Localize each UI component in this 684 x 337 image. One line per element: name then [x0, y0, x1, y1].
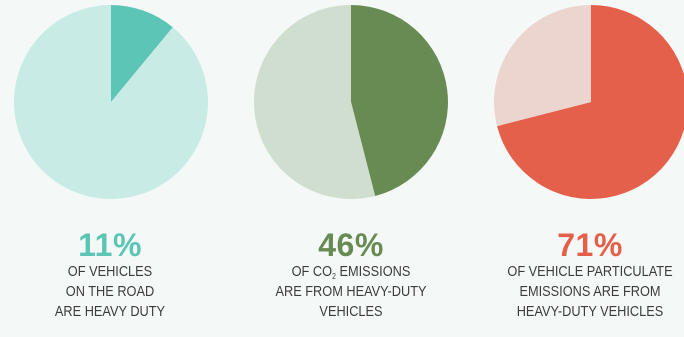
- pie-slice-particulate-highlight: [497, 5, 684, 199]
- caption-particulate: 71% OF VEHICLE PARTICULATE EMISSIONS ARE…: [490, 228, 684, 322]
- caption-line: ARE HEAVY DUTY: [54, 304, 166, 320]
- caption-line: OF VEHICLE PARTICULATE: [507, 264, 673, 280]
- percent-label-particulate: 71%: [557, 227, 623, 263]
- pie-slice-vehicles-remainder: [14, 5, 209, 199]
- caption-text: OF CO: [291, 264, 333, 280]
- caption-line: HEAVY-DUTY VEHICLES: [516, 304, 664, 320]
- pie-charts: [14, 4, 684, 200]
- pie-slice-particulate-remainder: [494, 5, 591, 127]
- caption-vehicles: 11% OF VEHICLES ON THE ROAD ARE HEAVY DU…: [10, 228, 210, 322]
- caption-text: EMISSIONS: [335, 264, 411, 280]
- caption-line: VEHICLES: [319, 304, 383, 320]
- caption-line: OF VEHICLES: [67, 264, 153, 280]
- pie-slice-vehicles-highlight: [111, 5, 173, 102]
- percent-label-co2: 46%: [318, 227, 384, 263]
- pie-slice-co2-highlight: [351, 5, 448, 196]
- caption-line: OF CO2 EMISSIONS: [263, 262, 439, 282]
- caption-line: ON THE ROAD: [65, 284, 155, 300]
- pie-slice-co2-remainder: [253, 4, 376, 200]
- caption-co2: 46% OF CO2 EMISSIONS ARE FROM HEAVY-DUTY…: [251, 228, 451, 322]
- percent-label-vehicles: 11%: [78, 227, 142, 263]
- subscript-2: 2: [332, 272, 336, 281]
- caption-line: EMISSIONS ARE FROM: [519, 284, 661, 300]
- caption-line: ARE FROM HEAVY-DUTY: [275, 284, 427, 300]
